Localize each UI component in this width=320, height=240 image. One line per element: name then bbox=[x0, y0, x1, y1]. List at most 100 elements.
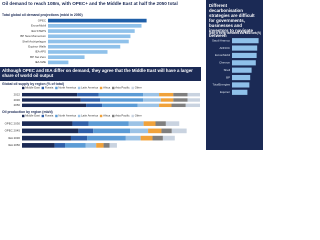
bar-segment bbox=[152, 135, 163, 141]
bar-segment bbox=[88, 121, 129, 126]
y-tick-label: BP bbox=[226, 75, 230, 79]
bar-segment bbox=[160, 98, 174, 102]
legend-label: Asia Pacific bbox=[115, 114, 130, 118]
bar-segment bbox=[93, 128, 131, 134]
chart-title: Global oil supply by region (% of total) bbox=[2, 82, 64, 86]
bar-segment bbox=[72, 121, 89, 126]
bar-segment bbox=[22, 143, 55, 148]
y-tick-label: ADNOC bbox=[220, 46, 230, 50]
bar-segment bbox=[102, 103, 138, 108]
legend-swatch bbox=[99, 114, 103, 118]
legend-label: Middle East bbox=[25, 86, 40, 90]
legend-label: Asia Pacific bbox=[115, 86, 130, 90]
y-tick-label: IEA STEPS bbox=[31, 29, 46, 33]
bar-segment bbox=[80, 98, 101, 102]
bar bbox=[232, 45, 258, 51]
bar-segment bbox=[130, 128, 149, 134]
bar bbox=[232, 38, 259, 44]
charts: Total global oil demand projections (mb/… bbox=[2, 13, 261, 148]
bar bbox=[48, 50, 108, 54]
y-tick-label: IEA 2030 bbox=[8, 136, 20, 140]
bar-segment bbox=[109, 143, 117, 148]
y-tick-label: Shell bbox=[224, 68, 231, 72]
legend-swatch bbox=[55, 114, 58, 118]
legend-label: Russia bbox=[45, 86, 54, 90]
legend-label: Latin America bbox=[81, 114, 98, 118]
y-tick-label: BP New Momentum bbox=[20, 34, 46, 38]
y-tick-label: 2030 bbox=[14, 98, 21, 102]
bar-segment bbox=[128, 121, 144, 126]
chart-title: Oil production by region (mb/d) bbox=[2, 110, 53, 114]
y-tick-label: ExxonMobil bbox=[31, 24, 46, 28]
bar-segment bbox=[137, 103, 160, 108]
chart-title: Share of energy investment into fossil f… bbox=[209, 31, 261, 35]
chart-title: Total global oil demand projections (mb/… bbox=[2, 13, 83, 17]
bar-segment bbox=[96, 143, 104, 148]
bar-segment bbox=[65, 143, 86, 148]
y-tick-label: BP Net Zero bbox=[30, 55, 46, 59]
bar-segment bbox=[159, 103, 172, 108]
bar bbox=[232, 82, 250, 88]
bar-segment bbox=[86, 103, 103, 108]
bar-segment bbox=[77, 92, 99, 97]
bar-segment bbox=[87, 135, 126, 141]
legend-label: Africa bbox=[103, 86, 111, 90]
y-tick-label: TotalEnergies bbox=[212, 83, 230, 87]
y-tick-label: 2022 bbox=[14, 92, 21, 96]
headline: Oil demand to reach 108m, with OPEC+ and… bbox=[2, 1, 178, 6]
bar-segment bbox=[159, 92, 174, 97]
legend-swatch bbox=[22, 114, 25, 118]
y-tick-label: Chevron bbox=[219, 61, 230, 65]
bar bbox=[48, 60, 69, 65]
bar-segment bbox=[143, 92, 160, 97]
bar-segment bbox=[98, 92, 144, 97]
side-panel: Different decarbonisation strategies are… bbox=[206, 0, 263, 150]
bar bbox=[48, 18, 147, 23]
legend-swatch bbox=[77, 86, 81, 90]
bar bbox=[232, 60, 256, 66]
dashboard: Different decarbonisation strategies are… bbox=[0, 0, 263, 150]
y-tick-label: ExxonMobil bbox=[215, 53, 230, 57]
bar-segment bbox=[171, 128, 187, 134]
bar-segment bbox=[54, 143, 66, 148]
bar-segment bbox=[185, 103, 200, 108]
bar-segment bbox=[173, 98, 188, 102]
side-note: Different decarbonisation strategies are… bbox=[209, 3, 255, 39]
bar-segment bbox=[22, 98, 81, 102]
bar-segment bbox=[140, 135, 153, 141]
bar bbox=[48, 44, 121, 49]
legend-label: Africa bbox=[103, 114, 111, 118]
legend-label: North America bbox=[58, 86, 76, 90]
bar-segment bbox=[85, 143, 97, 148]
bar bbox=[232, 89, 248, 95]
y-tick-label: 2050 bbox=[14, 103, 21, 107]
bar-segment bbox=[187, 92, 200, 97]
legend-swatch bbox=[112, 114, 115, 118]
section-note: Although OPEC and IEA differ on demand, … bbox=[0, 67, 201, 81]
bar bbox=[48, 29, 135, 33]
y-tick-label: OPEC 2030 bbox=[5, 121, 21, 125]
legend-swatch bbox=[41, 86, 45, 90]
y-tick-label: OPEC bbox=[38, 18, 46, 22]
bar-segment bbox=[161, 128, 172, 134]
legend-swatch bbox=[41, 114, 45, 118]
legend-swatch bbox=[131, 86, 134, 90]
y-tick-label: Equinor Walls bbox=[28, 44, 46, 48]
bar-segment bbox=[155, 121, 166, 126]
legend-swatch bbox=[77, 114, 81, 118]
bar-segment bbox=[22, 103, 87, 108]
y-tick-label: Equinor bbox=[220, 90, 230, 94]
bar-segment bbox=[143, 121, 156, 126]
y-tick-label: Saudi Aramco bbox=[212, 38, 230, 42]
legend-label: Other bbox=[135, 114, 142, 118]
bar bbox=[48, 24, 142, 28]
bar bbox=[232, 74, 251, 81]
legend-swatch bbox=[22, 86, 25, 90]
bar-segment bbox=[22, 92, 78, 97]
y-tick-label: OPEC 2045 bbox=[5, 129, 21, 133]
legend-label: North America bbox=[58, 114, 76, 118]
bar-segment bbox=[143, 98, 161, 102]
bar bbox=[48, 34, 131, 39]
bar bbox=[232, 52, 257, 59]
bar-segment bbox=[100, 98, 144, 102]
